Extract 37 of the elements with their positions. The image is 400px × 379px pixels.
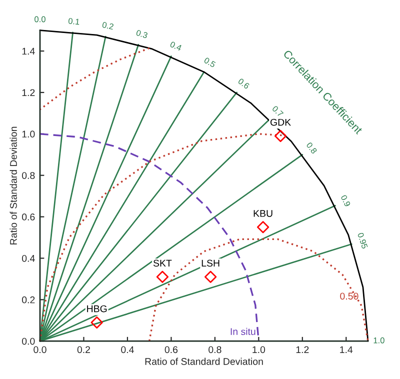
annotation: 0.7: [272, 105, 284, 118]
y-tick-label: 0.8: [22, 172, 35, 179]
y-axis-title: Ratio of Standard Deviation: [10, 126, 17, 244]
annotation: In situ: [230, 328, 256, 336]
annotation: 0.4: [170, 41, 182, 51]
y-tick-label: 0.0: [22, 338, 35, 345]
annotation: SKT: [153, 260, 172, 267]
x-tick-label: 0.2: [77, 346, 90, 354]
annotation: 0.2: [102, 22, 114, 30]
annotation: 0.1: [68, 18, 80, 25]
y-tick-label: 0.6: [22, 214, 35, 220]
annotation: 0.8: [306, 142, 318, 154]
annotation: HBG: [87, 305, 107, 312]
annotation: 0.6: [238, 78, 250, 90]
annotation: KBU: [254, 210, 272, 217]
annotation: 0.3: [136, 30, 148, 38]
y-tick-label: 1.4: [22, 48, 35, 55]
annotation: 0.0: [34, 16, 46, 22]
x-tick-label: 0.6: [164, 346, 178, 354]
x-tick-label: 0.4: [121, 346, 134, 354]
annotation: 0.50: [340, 292, 358, 300]
annotation: 0.9: [340, 194, 351, 207]
y-tick-label: 0.4: [22, 254, 35, 262]
annotation: 0.5: [204, 57, 216, 68]
x-tick-label: 1.2: [296, 346, 309, 354]
annotation: LSH: [202, 260, 220, 267]
y-tick-label: 1.0: [22, 130, 35, 138]
y-tick-label: 0.2: [22, 296, 35, 304]
x-axis-title: Ratio of Standard Deviation: [145, 358, 263, 365]
x-tick-label: 0.8: [208, 346, 222, 354]
y-tick-label: 1.2: [22, 89, 35, 96]
annotation: GDK: [270, 118, 291, 126]
x-tick-label: 0.0: [34, 346, 46, 354]
x-tick-label: 1.0: [252, 346, 266, 354]
annotation: 0.95: [357, 232, 368, 249]
x-tick-label: 1.4: [340, 346, 353, 354]
annotation: 1.0: [374, 337, 384, 344]
